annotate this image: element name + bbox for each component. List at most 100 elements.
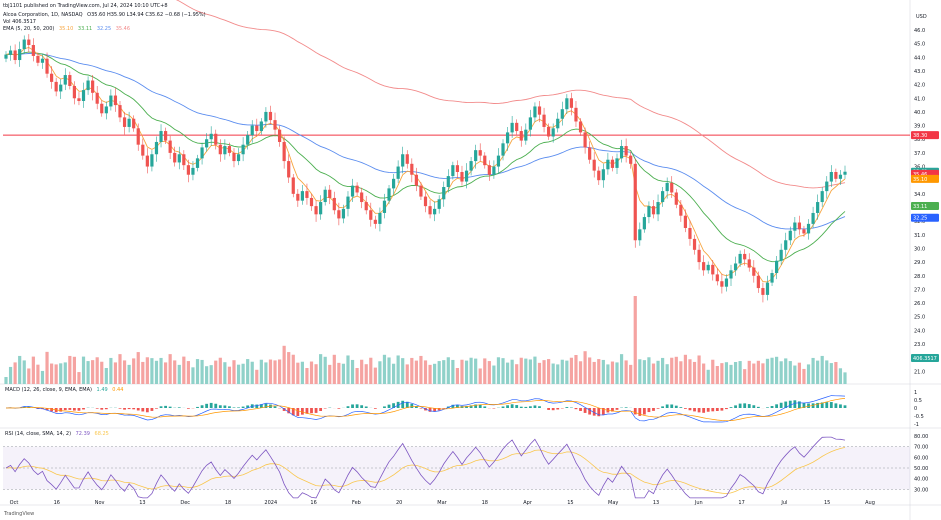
symbol-line: Alcoa Corporation, 1D, NASDAQ O35.60 H35… [3, 12, 209, 18]
volume-bar [528, 359, 532, 384]
macd-histogram-bar [405, 401, 409, 408]
ema-label: EMA (5, 20, 50, 200) [3, 26, 55, 32]
volume-bar [492, 365, 496, 384]
macd-histogram-bar [798, 401, 801, 408]
volume-bar [391, 363, 396, 384]
price-tick-label: 36.0 [914, 165, 925, 171]
volume-bar [118, 354, 122, 384]
volume-bar [414, 360, 418, 384]
macd-histogram-bar [214, 403, 218, 408]
volume-bar [355, 368, 359, 384]
volume-bar [547, 359, 551, 384]
volume-bar [309, 361, 314, 384]
time-tick-label: 18 [225, 500, 231, 506]
macd-histogram-bar [574, 408, 578, 410]
candle-body [451, 165, 455, 177]
volume-bar [688, 359, 692, 384]
volume-bar [574, 355, 578, 384]
candle-body [802, 229, 806, 234]
volume-bar [54, 364, 58, 384]
volume-bar [775, 356, 779, 384]
volume-bar [647, 357, 651, 384]
volume-bar [738, 361, 742, 384]
candle-body [455, 165, 460, 172]
price-tag-label: 33.11 [913, 204, 927, 210]
author-line: tbj1101 published on TradingView.com, Ju… [3, 3, 168, 9]
volume-bar [629, 364, 633, 384]
time-tick-label: 15 [567, 500, 573, 506]
candle-body [132, 118, 136, 129]
volume-bar [364, 364, 368, 384]
candle-body [829, 172, 833, 182]
candle-body [259, 121, 263, 132]
candle-body [314, 206, 318, 215]
macd-histogram-bar [314, 408, 318, 413]
macd-histogram-bar [528, 406, 532, 408]
volume-bar [259, 359, 263, 384]
volume-bar [369, 357, 373, 384]
rsi-ma-line [5, 447, 846, 495]
volume-bar [674, 356, 678, 384]
volume-bar [13, 362, 17, 384]
time-tick-label: Dec [180, 500, 190, 506]
macd-histogram-bar [351, 404, 354, 408]
price-tick-label: 32.0 [914, 219, 925, 225]
volume-bar [173, 360, 177, 384]
macd-histogram-bar [355, 404, 359, 408]
macd-histogram-bar [223, 405, 227, 408]
volume-bar [619, 354, 624, 384]
volume-bar [36, 364, 40, 384]
candle-body [665, 182, 669, 192]
time-tick-label: Jun [694, 500, 703, 506]
volume-bar [524, 358, 528, 384]
price-tag [911, 201, 939, 210]
macd-histogram-bar [205, 403, 209, 408]
candle-body [191, 167, 195, 175]
candle-body [551, 128, 555, 137]
macd-histogram-bar [145, 408, 149, 413]
ema-legend: EMA (5, 20, 50, 200) 35.10 33.11 32.25 3… [3, 26, 133, 32]
candle-body [396, 166, 400, 179]
candle-body [423, 196, 428, 207]
time-tick-label: Nov [95, 500, 105, 506]
rsi-line [5, 436, 846, 499]
macd-histogram-bar [715, 408, 719, 411]
macd-histogram-bar [656, 408, 660, 409]
candle-body [433, 208, 437, 215]
candle-body [337, 210, 341, 219]
rsi-tick-label: 70.00 [914, 445, 928, 451]
candle-body [49, 73, 54, 82]
candle-body [323, 189, 327, 203]
volume-bar [232, 360, 236, 384]
macd-histogram-bar [816, 402, 820, 408]
macd-histogram-bar [684, 408, 687, 409]
candle-body [761, 288, 765, 295]
candle-body [81, 90, 86, 101]
volume-bar [22, 360, 26, 384]
candle-body [273, 120, 277, 130]
macd-histogram-bar [177, 407, 181, 408]
candle-body [683, 215, 688, 228]
candle-body [332, 197, 336, 211]
ema200-line [175, 0, 846, 189]
macd-histogram-bar [196, 406, 199, 408]
candle-body [542, 114, 546, 127]
macd-histogram-bar [597, 408, 601, 417]
time-tick-label: Apr [523, 500, 533, 506]
macd-histogram-bar [834, 403, 838, 408]
candle-body [770, 273, 774, 283]
volume-bar [401, 358, 405, 384]
volume-bar [834, 362, 838, 384]
candle-body [647, 206, 651, 218]
candle-body [597, 170, 601, 181]
volume-bar [811, 357, 815, 384]
time-tick-label: 20 [396, 500, 402, 506]
volume-bar [779, 361, 783, 384]
price-tag-label: 32.25 [913, 216, 927, 222]
macd-histogram-bar [538, 406, 541, 408]
ema50-line [5, 53, 846, 230]
macd-histogram-bar [141, 408, 145, 412]
candle-body [592, 159, 596, 171]
macd-histogram-bar [310, 408, 313, 414]
